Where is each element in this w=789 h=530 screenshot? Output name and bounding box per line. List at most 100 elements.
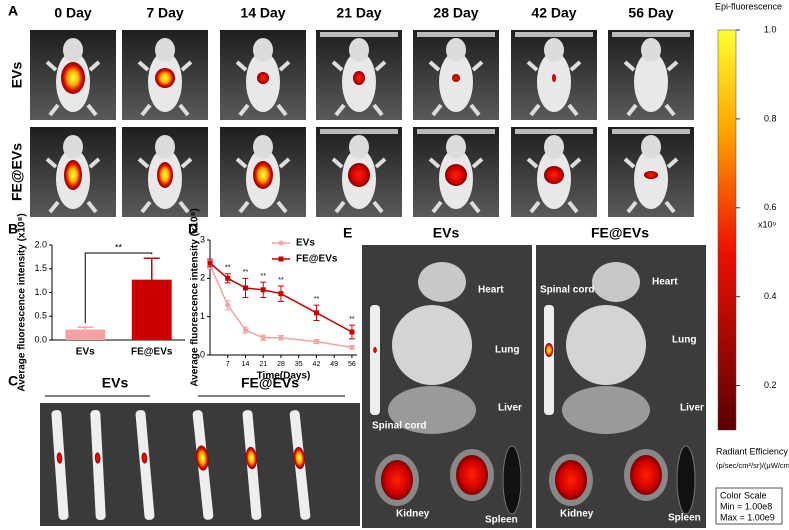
signal <box>544 343 554 357</box>
significance-label: ** <box>349 316 355 323</box>
signal <box>456 455 488 495</box>
organ-label: Kidney <box>560 509 594 520</box>
y-axis-label: Average fluorescence intensity (x10⁸) <box>190 208 201 386</box>
column-header: 14 Day <box>240 5 285 21</box>
organ-label: Liver <box>498 403 522 414</box>
spinal-cord <box>544 305 554 415</box>
signal <box>544 166 564 184</box>
signal <box>445 164 467 186</box>
y-tick-label: 0 <box>200 349 205 359</box>
column-header: 7 Day <box>146 5 184 21</box>
mouse-head <box>155 38 175 62</box>
x-axis-label: Time(Days) <box>257 371 311 382</box>
significance-label: ** <box>260 273 266 280</box>
x-tick-label: 7 <box>226 361 230 368</box>
point <box>225 302 231 308</box>
colorbar-tick-label: 0.6 <box>764 202 777 212</box>
legend-marker <box>278 256 284 262</box>
y-tick-label: 3 <box>200 234 205 244</box>
spinal-cord <box>51 410 69 520</box>
colorbar-tick-label: 1.0 <box>764 24 777 34</box>
cord <box>135 410 155 520</box>
scale-min: Min = 1.00e8 <box>720 501 772 511</box>
mouse-head <box>446 135 466 159</box>
spinal-cord <box>242 410 262 520</box>
heart <box>592 262 640 302</box>
y-tick-label: 0.0 <box>34 334 47 344</box>
scale-max: Max = 1.00e9 <box>720 512 775 522</box>
spinal-cord <box>192 410 214 520</box>
signal <box>348 163 370 187</box>
mouse-limbs <box>45 157 101 214</box>
column-header: 0 Day <box>54 5 92 21</box>
mouse-head <box>641 38 661 62</box>
spinal-cord <box>135 410 155 520</box>
scale-box <box>715 487 783 525</box>
x-tick-label: FE@EVs <box>131 347 173 358</box>
legend-label: EVs <box>296 238 315 249</box>
spinal-cord <box>90 410 106 520</box>
error-bar <box>143 257 160 280</box>
organ-label: Liver <box>680 403 704 414</box>
mouse-limbs <box>331 60 387 117</box>
lung <box>392 305 472 385</box>
cord <box>51 410 69 520</box>
column-header: 28 Day <box>433 5 478 21</box>
signal <box>245 446 258 470</box>
column-header: 56 Day <box>628 5 673 21</box>
mouse-head <box>63 38 83 62</box>
signal <box>155 68 175 88</box>
organ-label: Spinal cord <box>540 285 594 296</box>
organ-label: Lung <box>495 345 519 356</box>
signal <box>555 460 587 500</box>
mouse-head <box>544 135 564 159</box>
spinal-cord <box>289 410 311 520</box>
significance-label: ** <box>243 269 249 276</box>
signal <box>61 62 85 94</box>
organ-label: Spleen <box>668 513 701 524</box>
mouse-head <box>253 38 273 62</box>
signal <box>373 347 377 353</box>
mouse-limbs <box>137 157 193 214</box>
x-tick-label: EVs <box>76 347 95 358</box>
bar <box>131 279 172 340</box>
y-tick-label: 0.5 <box>34 311 47 321</box>
cage-bar <box>612 129 690 134</box>
organ-label: Lung <box>672 335 696 346</box>
x-tick-label: 35 <box>295 361 303 368</box>
panel-label: E <box>343 225 352 241</box>
panel-label: B <box>8 221 18 237</box>
significance-label: ** <box>115 242 123 252</box>
signal <box>381 460 413 500</box>
mouse-head <box>155 135 175 159</box>
mouse-limbs <box>623 60 679 117</box>
signal <box>630 455 662 495</box>
mouse-limbs <box>526 60 582 117</box>
column-header: 21 Day <box>336 5 381 21</box>
organ-label: Spinal cord <box>372 421 426 432</box>
scale-title: Color Scale <box>720 490 767 500</box>
heart <box>418 262 466 302</box>
group-label: FE@EVs <box>241 375 299 391</box>
mouse-body <box>634 52 668 112</box>
group-label: EVs <box>433 225 460 241</box>
mouse-limbs <box>331 157 387 214</box>
point <box>207 260 213 266</box>
panel-label: A <box>8 3 18 19</box>
y-axis-label: Average fluorescence intensity (x10⁸) <box>17 213 28 391</box>
x-tick-label: 14 <box>242 361 250 368</box>
signal <box>452 74 460 82</box>
colorbar-tick-label: 0.8 <box>764 113 777 123</box>
y-tick-label: 1.0 <box>34 287 47 297</box>
column-header: 42 Day <box>531 5 576 21</box>
significance-label: ** <box>278 277 284 284</box>
organ-label: Heart <box>478 285 504 296</box>
point <box>225 275 231 281</box>
bar <box>65 329 106 340</box>
y-tick-label: 2 <box>200 273 205 283</box>
x-tick-label: 56 <box>348 361 356 368</box>
signal <box>253 161 273 189</box>
signal <box>141 452 148 464</box>
point <box>313 339 319 345</box>
